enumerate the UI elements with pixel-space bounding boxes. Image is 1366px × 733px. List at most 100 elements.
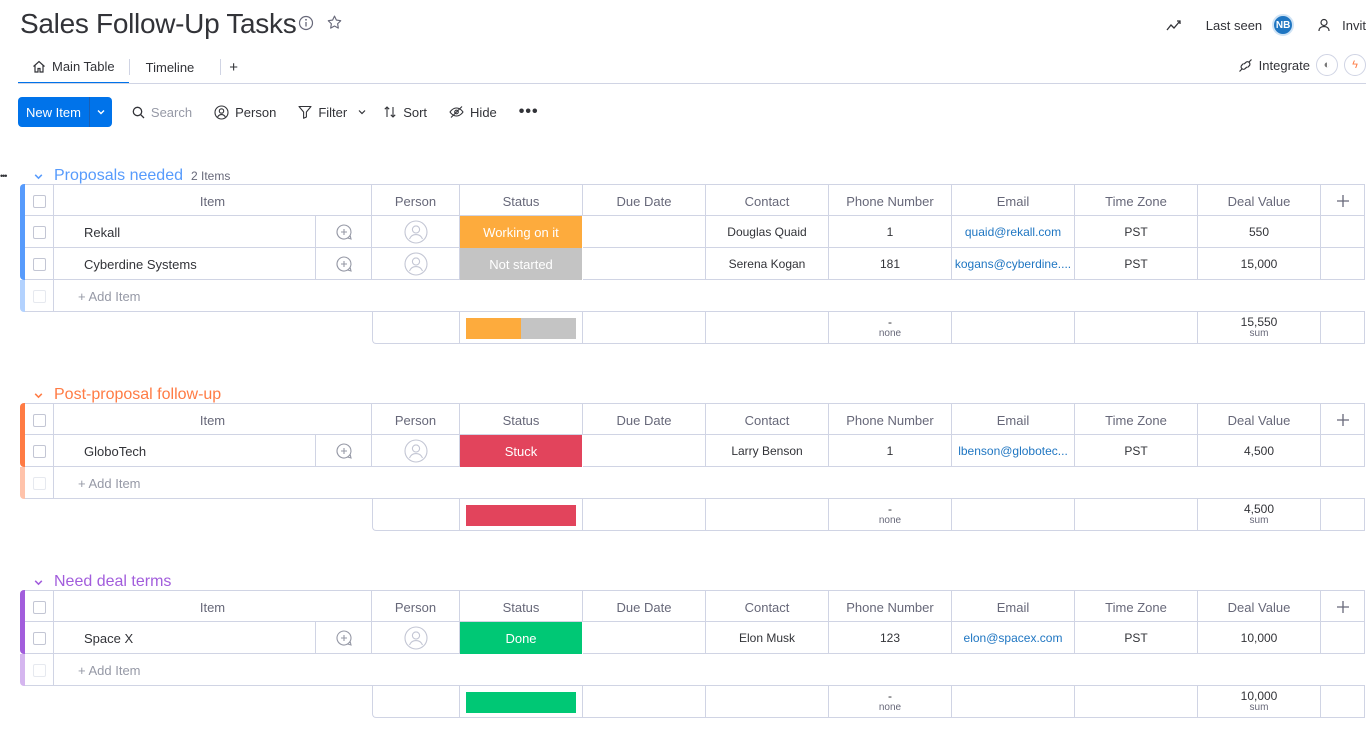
due-date-cell[interactable] xyxy=(583,435,706,467)
group-menu-icon[interactable]: ••• xyxy=(0,171,8,181)
last-seen-label[interactable]: Last seen xyxy=(1205,17,1263,33)
group-title[interactable]: Proposals needed xyxy=(54,167,183,184)
column-header-status[interactable]: Status xyxy=(460,185,583,217)
header-checkbox-cell[interactable] xyxy=(25,185,54,217)
contact-cell[interactable]: Serena Kogan xyxy=(706,248,829,280)
status-distribution-bar[interactable] xyxy=(466,504,576,526)
column-header-time-zone[interactable]: Time Zone xyxy=(1075,591,1198,623)
activity-icon[interactable] xyxy=(1166,18,1182,32)
invite-icon[interactable] xyxy=(1318,18,1332,32)
deal-value-cell[interactable]: 15,000 xyxy=(1198,248,1321,280)
column-header-contact[interactable]: Contact xyxy=(706,404,829,436)
status-cell[interactable]: Working on it xyxy=(460,216,583,248)
deal-value-cell[interactable]: 550 xyxy=(1198,216,1321,248)
row-checkbox-cell[interactable] xyxy=(25,435,54,467)
add-update-icon[interactable] xyxy=(335,255,353,273)
new-item-label[interactable]: New Item xyxy=(18,97,90,127)
status-distribution-bar[interactable] xyxy=(466,317,576,339)
column-header-status[interactable]: Status xyxy=(460,404,583,436)
updates-cell[interactable] xyxy=(316,622,372,654)
chevron-down-icon[interactable] xyxy=(30,577,46,588)
tab-main-table[interactable]: Main Table xyxy=(18,50,129,84)
item-name[interactable]: Rekall xyxy=(84,224,121,240)
person-placeholder-icon[interactable] xyxy=(403,626,428,650)
table-row[interactable]: Rekall Working on it Douglas Quaid 1 quaid@r… xyxy=(25,216,1365,248)
column-header-person[interactable]: Person xyxy=(372,185,460,217)
column-header-email[interactable]: Email xyxy=(952,185,1075,217)
integrate-button[interactable]: Integrate xyxy=(1258,57,1310,73)
select-all-checkbox[interactable] xyxy=(32,194,46,208)
person-cell[interactable] xyxy=(372,216,460,248)
status-distribution-bar[interactable] xyxy=(466,691,576,713)
add-update-icon[interactable] xyxy=(335,442,353,460)
row-checkbox-cell[interactable] xyxy=(25,216,54,248)
person-placeholder-icon[interactable] xyxy=(403,252,428,276)
add-item-row[interactable]: + Add Item xyxy=(25,467,1365,499)
column-header-deal-value[interactable]: Deal Value xyxy=(1198,591,1321,623)
time-zone-cell[interactable]: PST xyxy=(1075,216,1198,248)
column-header-due-date[interactable]: Due Date xyxy=(583,591,706,623)
table-row[interactable]: GloboTech Stuck Larry Benson 1 lbenson@globo… xyxy=(25,435,1365,467)
updates-cell[interactable] xyxy=(316,435,372,467)
email-value[interactable]: elon@spacex.com xyxy=(963,631,1063,645)
status-summary-cell[interactable] xyxy=(460,499,583,531)
item-name-cell[interactable]: GloboTech xyxy=(54,435,316,467)
item-name-cell[interactable]: Rekall xyxy=(54,216,316,248)
contact-cell[interactable]: Larry Benson xyxy=(706,435,829,467)
status-summary-cell[interactable] xyxy=(460,686,583,718)
group-header[interactable]: Proposals needed 2 Items xyxy=(30,165,230,187)
email-cell[interactable]: kogans@cyberdine.... xyxy=(952,248,1075,280)
status-summary-cell[interactable] xyxy=(460,312,583,344)
select-all-checkbox[interactable] xyxy=(32,600,46,614)
column-header-email[interactable]: Email xyxy=(952,591,1075,623)
item-name[interactable]: GloboTech xyxy=(84,443,147,459)
updates-cell[interactable] xyxy=(316,248,372,280)
time-zone-cell[interactable]: PST xyxy=(1075,435,1198,467)
person-cell[interactable] xyxy=(372,435,460,467)
person-placeholder-icon[interactable] xyxy=(403,439,428,463)
row-checkbox[interactable] xyxy=(32,225,46,239)
column-header-contact[interactable]: Contact xyxy=(706,185,829,217)
add-update-icon[interactable] xyxy=(335,223,353,241)
plus-icon[interactable] xyxy=(1336,413,1350,427)
person-cell[interactable] xyxy=(372,622,460,654)
row-checkbox[interactable] xyxy=(32,631,46,645)
group-title[interactable]: Post-proposal follow-up xyxy=(54,386,222,403)
email-cell[interactable]: quaid@rekall.com xyxy=(952,216,1075,248)
email-value[interactable]: lbenson@globotec... xyxy=(958,444,1068,458)
group-title[interactable]: Need deal terms xyxy=(54,573,172,590)
plus-icon[interactable] xyxy=(1336,600,1350,614)
search-button[interactable]: Search xyxy=(132,105,192,120)
plus-icon[interactable] xyxy=(1336,194,1350,208)
email-cell[interactable]: lbenson@globotec... xyxy=(952,435,1075,467)
add-update-icon[interactable] xyxy=(335,629,353,647)
column-header-email[interactable]: Email xyxy=(952,404,1075,436)
phone-number-cell[interactable]: 1 xyxy=(829,216,952,248)
column-header-due-date[interactable]: Due Date xyxy=(583,404,706,436)
time-zone-cell[interactable]: PST xyxy=(1075,248,1198,280)
column-header-time-zone[interactable]: Time Zone xyxy=(1075,185,1198,217)
column-header-person[interactable]: Person xyxy=(372,404,460,436)
item-name-cell[interactable]: Space X xyxy=(54,622,316,654)
table-row[interactable]: Space X Done Elon Musk 123 elon@spacex.com PS… xyxy=(25,622,1365,654)
table-row[interactable]: Cyberdine Systems Not started Serena Kogan… xyxy=(25,248,1365,280)
time-zone-cell[interactable]: PST xyxy=(1075,622,1198,654)
header-checkbox-cell[interactable] xyxy=(25,591,54,623)
group-header[interactable]: Need deal terms xyxy=(30,571,171,593)
person-cell[interactable] xyxy=(372,248,460,280)
add-column-button[interactable] xyxy=(1321,185,1365,217)
sort-button[interactable]: Sort xyxy=(383,105,427,120)
invite-button[interactable]: Invit xyxy=(1342,17,1366,33)
chevron-down-icon[interactable] xyxy=(30,390,46,401)
avatar[interactable]: NB xyxy=(1272,14,1295,36)
add-item-input[interactable]: + Add Item xyxy=(78,475,141,491)
column-header-phone-number[interactable]: Phone Number xyxy=(829,591,952,623)
column-header-phone-number[interactable]: Phone Number xyxy=(829,404,952,436)
contact-cell[interactable]: Douglas Quaid xyxy=(706,216,829,248)
add-item-row[interactable]: + Add Item xyxy=(25,280,1365,312)
deal-value-cell[interactable]: 4,500 xyxy=(1198,435,1321,467)
column-header-deal-value[interactable]: Deal Value xyxy=(1198,185,1321,217)
status-cell[interactable]: Done xyxy=(460,622,583,654)
item-name[interactable]: Cyberdine Systems xyxy=(84,256,197,272)
due-date-cell[interactable] xyxy=(583,216,706,248)
